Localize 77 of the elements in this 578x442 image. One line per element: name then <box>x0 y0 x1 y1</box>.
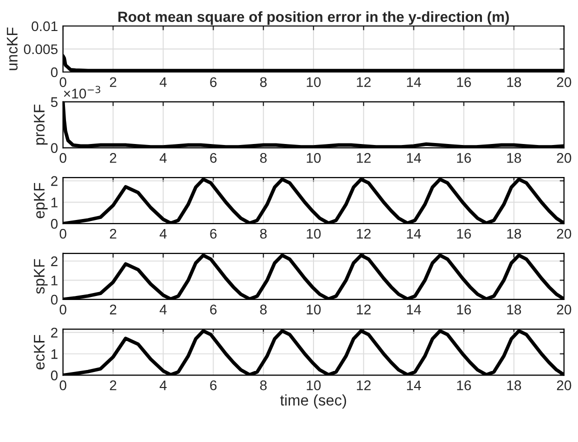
x-tick-label: 6 <box>210 77 217 88</box>
x-tick-label: 20 <box>556 380 572 390</box>
x-tick-label: 16 <box>457 77 471 88</box>
x-tick-label: 14 <box>407 153 422 163</box>
x-tick-label: 6 <box>210 380 217 390</box>
x-tick-label: 18 <box>507 153 522 163</box>
x-tick-label: 2 <box>110 380 116 390</box>
x-tick-label: 10 <box>306 153 321 163</box>
x-tick-label: 8 <box>260 153 267 163</box>
y-tick-label: 0 <box>50 143 58 153</box>
y-tick-label: 0 <box>50 294 58 305</box>
x-tick-label: 18 <box>507 228 522 239</box>
x-tick-label: 14 <box>407 77 422 87</box>
x-tick-label: 12 <box>356 380 371 390</box>
x-tick-label: 8 <box>260 304 267 314</box>
y-tick-label: 0 <box>50 370 58 380</box>
x-tick-label: 12 <box>356 304 371 314</box>
y-tick-label: 5 <box>50 97 58 107</box>
x-tick-label: 4 <box>160 228 167 239</box>
x-tick-label: 14 <box>407 228 422 239</box>
x-tick-label: 0 <box>60 228 66 239</box>
y-tick-label: 1 <box>51 349 58 359</box>
x-axis-title: time (sec) <box>280 394 346 409</box>
x-tick-label: 10 <box>306 228 321 239</box>
x-tick-label: 2 <box>110 77 116 87</box>
x-tick-label: 16 <box>457 228 471 239</box>
y-tick-label: 0.005 <box>24 44 58 54</box>
x-tick-label: 18 <box>507 77 522 88</box>
x-tick-label: 18 <box>507 304 522 314</box>
x-tick-label: 12 <box>356 153 371 163</box>
x-tick-label: 8 <box>260 380 267 390</box>
y-tick-label: 2 <box>51 328 58 338</box>
x-tick-label: 20 <box>556 77 572 88</box>
y-tick-label: 0 <box>50 67 58 78</box>
x-tick-label: 4 <box>160 380 167 390</box>
x-tick-label: 12 <box>356 228 371 239</box>
y-tick-label: 1 <box>51 276 58 286</box>
x-tick-label: 0 <box>60 304 66 314</box>
x-tick-label: 18 <box>507 380 522 390</box>
text: ×10$^{−3}$ <box>64 86 100 98</box>
y-axis-title: epKF <box>34 182 48 218</box>
x-tick-label: 10 <box>306 304 321 314</box>
x-tick-label: 4 <box>160 77 167 87</box>
x-tick-label: 2 <box>110 304 116 314</box>
x-tick-label: 16 <box>457 153 471 163</box>
x-tick-label: 6 <box>210 153 217 163</box>
x-tick-label: 10 <box>306 380 321 390</box>
x-tick-label: 10 <box>306 77 321 88</box>
x-tick-label: 4 <box>160 304 167 314</box>
y-tick-label: 2 <box>51 176 58 186</box>
x-tick-label: 8 <box>260 228 267 239</box>
x-tick-label: 6 <box>210 228 217 239</box>
y-axis-title: ecKF <box>34 334 45 370</box>
y-axis-title: uncKF <box>6 28 18 70</box>
x-tick-label: 14 <box>407 380 422 390</box>
x-tick-label: 0 <box>60 77 66 88</box>
x-tick-label: 12 <box>356 77 371 87</box>
y-axis-title: spKF <box>34 259 48 294</box>
x-tick-label: 8 <box>260 77 267 88</box>
y-tick-label: 2 <box>51 256 58 266</box>
x-tick-label: 6 <box>210 304 217 314</box>
x-tick-label: 0 <box>60 153 66 163</box>
x-tick-label: 14 <box>407 304 422 314</box>
x-tick-label: 2 <box>110 153 116 163</box>
x-tick-label: 20 <box>556 304 572 314</box>
y-tick-label: 0.01 <box>32 21 58 32</box>
y-tick-label: 1 <box>51 198 58 208</box>
y-axis-title: proKF <box>34 104 48 145</box>
chart-title: Root mean square of position error in the y-direction (m) <box>118 11 509 25</box>
x-tick-label: 4 <box>160 153 167 163</box>
x-tick-label: 16 <box>457 304 471 314</box>
y-tick-label: 0 <box>50 218 58 229</box>
x-tick-label: 16 <box>457 380 471 390</box>
x-tick-label: 2 <box>110 228 116 239</box>
x-tick-label: 20 <box>556 153 572 163</box>
x-tick-label: 0 <box>60 380 66 390</box>
x-tick-label: 20 <box>556 228 572 239</box>
